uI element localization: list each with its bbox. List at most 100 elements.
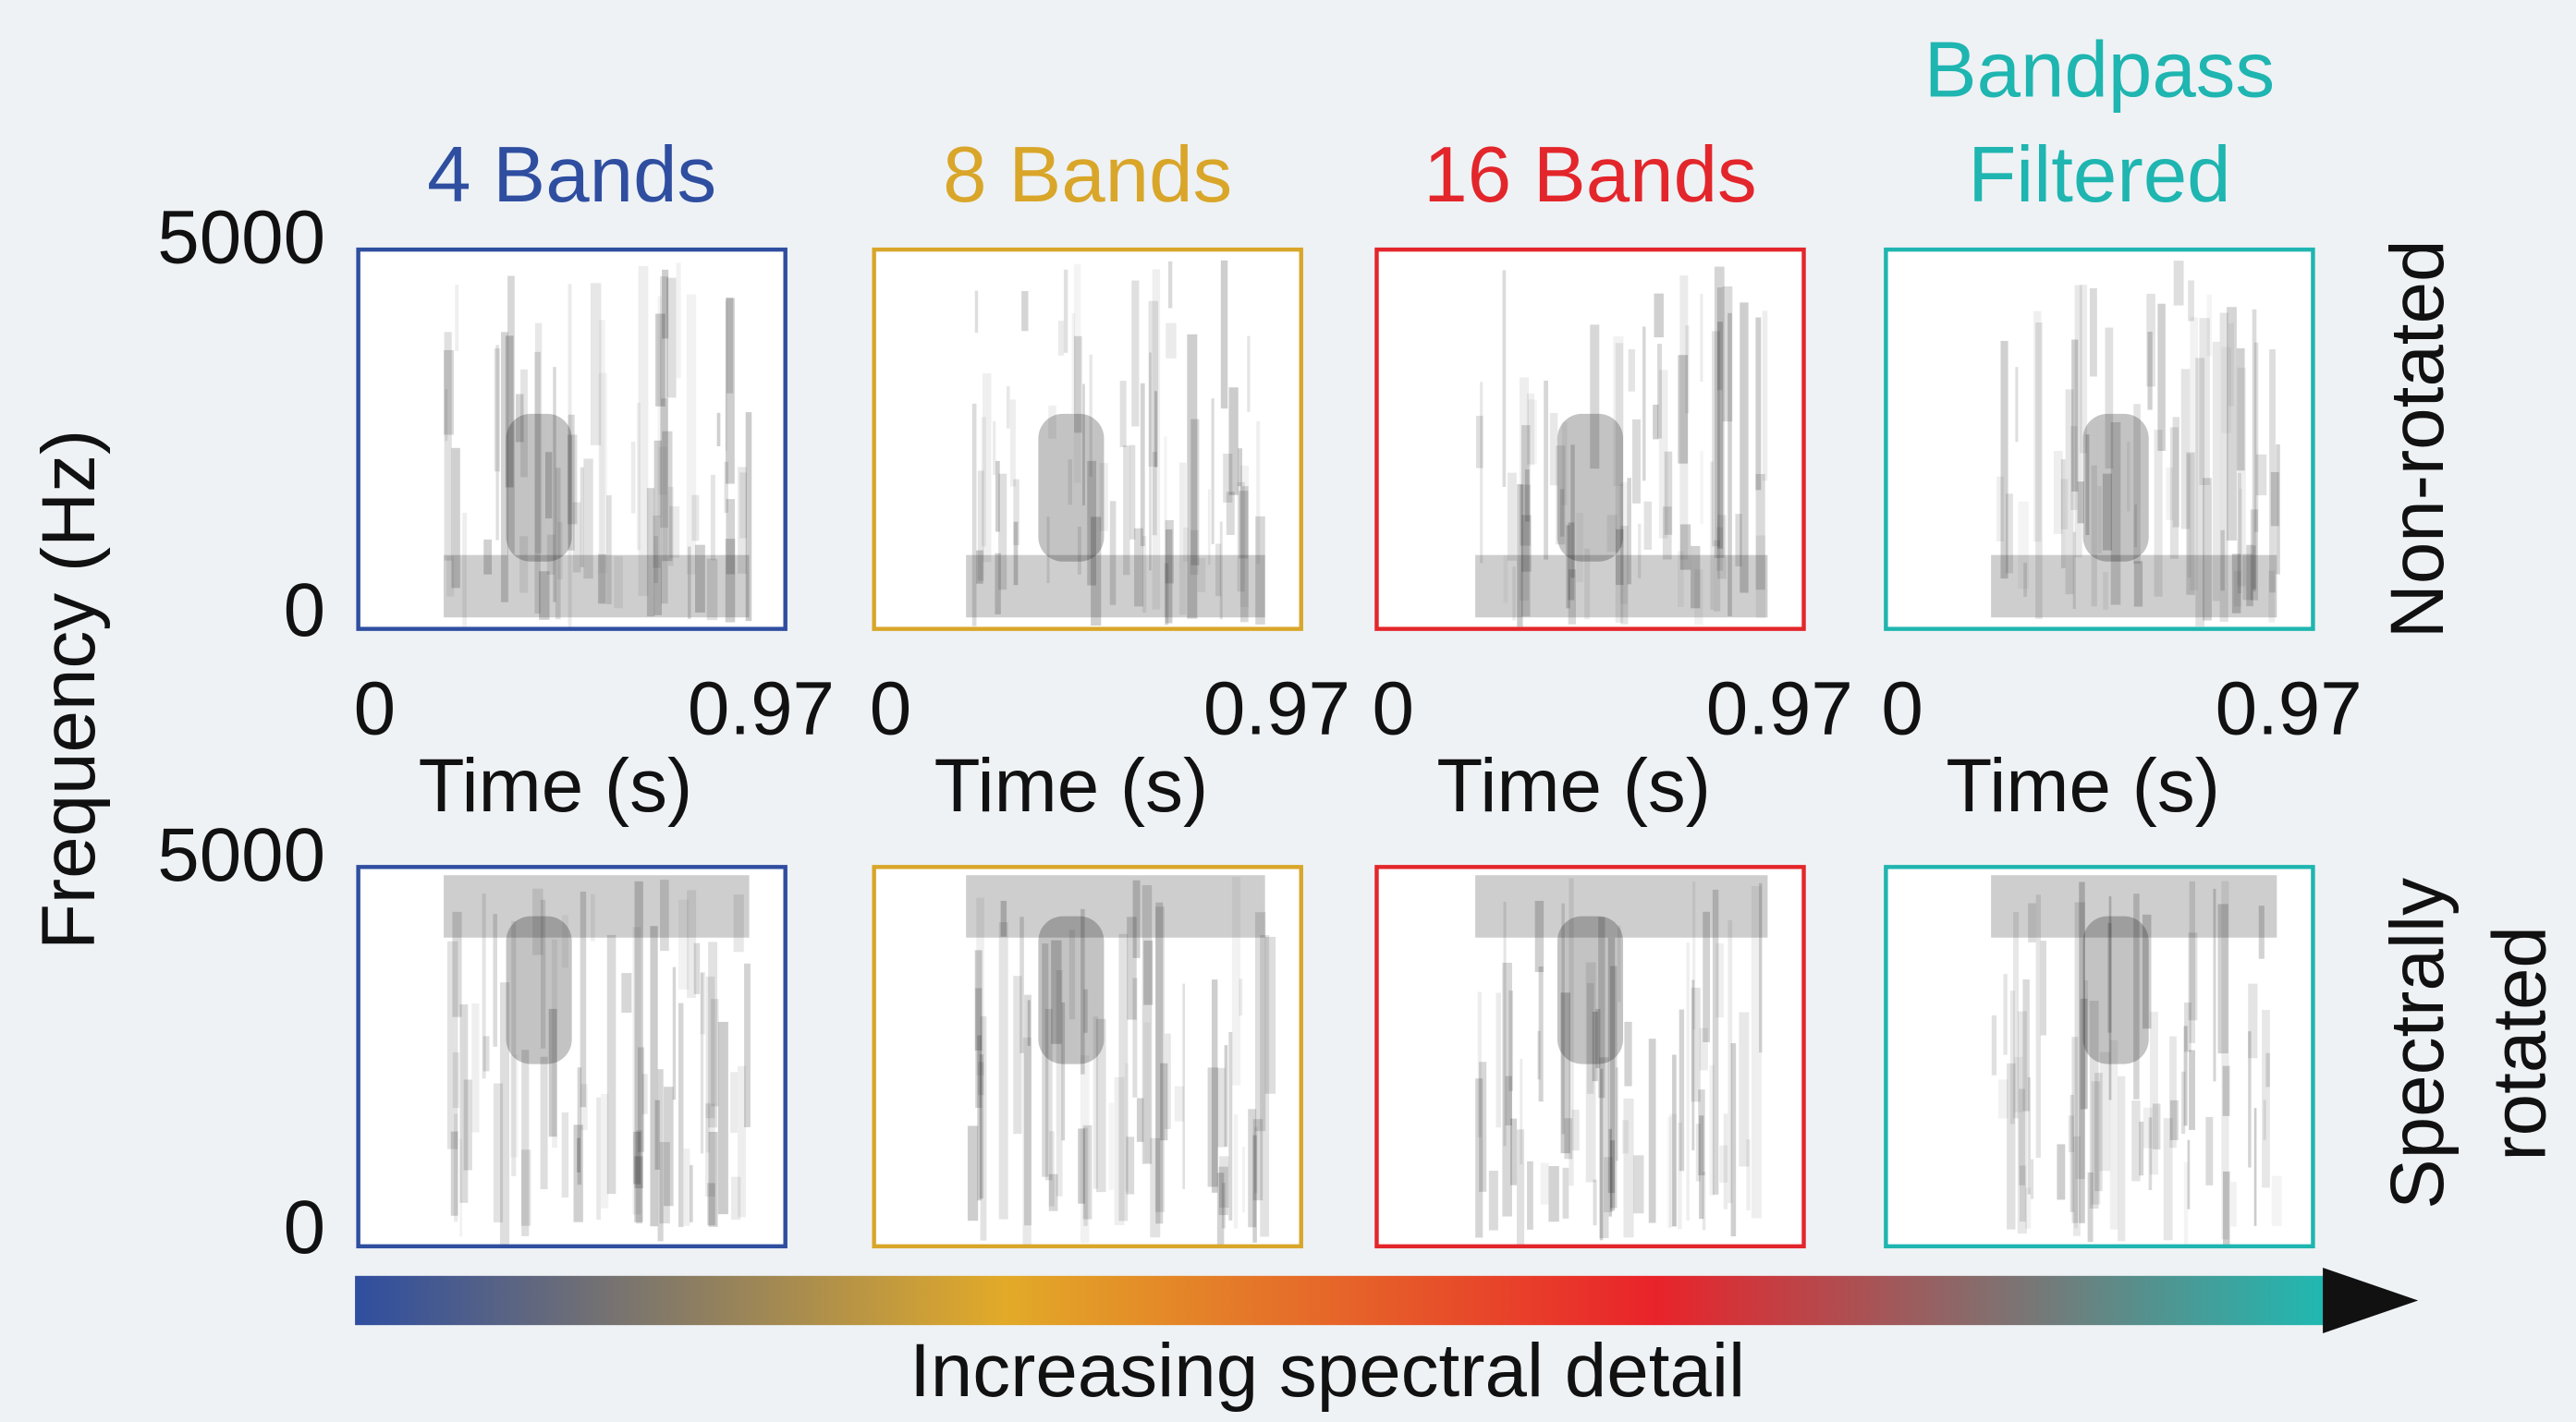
spectro-streak	[2131, 1100, 2140, 1181]
spectro-streak	[471, 1003, 479, 1133]
x-tick-label: 0.97	[2216, 667, 2362, 751]
spectro-streak	[978, 1062, 983, 1095]
spectro-streak	[541, 1057, 548, 1189]
spectro-blob	[507, 414, 572, 562]
spectro-streak	[1115, 1077, 1125, 1225]
spectro-streak	[1728, 920, 1732, 1203]
spectro-streak	[1219, 1167, 1228, 1215]
spectro-streak	[982, 417, 986, 546]
spectro-streak	[678, 1003, 683, 1227]
spectro-streak	[631, 442, 636, 513]
spectro-streak	[707, 1183, 714, 1225]
spectro-streak	[1234, 1114, 1239, 1229]
spectro-streak	[1642, 326, 1645, 480]
spectro-streak	[1700, 451, 1703, 524]
spectro-streak	[1510, 1119, 1517, 1185]
spectro-streak	[1633, 1155, 1643, 1213]
spectro-streak	[664, 1087, 674, 1206]
x-tick-label: 0	[1881, 667, 1923, 751]
spectro-streak	[2167, 468, 2174, 520]
spectro-streak	[1653, 405, 1658, 439]
spectro-blob	[2083, 917, 2149, 1064]
x-tick-label: 0.97	[1706, 667, 1853, 751]
spectro-streak	[1548, 1166, 1558, 1221]
spectro-streak	[455, 285, 458, 351]
spectro-streak	[2118, 1076, 2125, 1242]
x-axis-label: Time (s)	[1436, 744, 1711, 828]
spectro-streak	[2188, 280, 2194, 321]
spectro-streak	[1593, 1180, 1597, 1226]
spectro-streak	[445, 389, 447, 441]
spectro-streak	[1228, 1032, 1232, 1221]
spectro-streak	[2057, 1144, 2065, 1199]
spectro-streak	[621, 973, 631, 1013]
y-tick-label: 5000	[157, 196, 325, 280]
spectro-streak	[2031, 1160, 2033, 1199]
spectro-streak	[691, 495, 699, 541]
x-tick-label: 0	[354, 667, 396, 751]
spectro-streak	[2003, 974, 2007, 1054]
spectro-band	[1475, 875, 1767, 938]
spectro-streak	[1699, 1115, 1703, 1219]
spectro-blob	[1038, 917, 1104, 1064]
spectro-streak	[1217, 1068, 1226, 1148]
detail-gradient	[355, 1276, 2326, 1325]
spectro-streak	[1623, 1099, 1633, 1237]
spectro-streak	[2254, 343, 2259, 532]
spectro-streak	[1212, 979, 1217, 1193]
spectro-streak	[1129, 445, 1135, 540]
x-axis-label: Time (s)	[934, 744, 1209, 828]
figure: Frequency (Hz) Increasing spectral detai…	[0, 0, 2576, 1422]
spectro-streak	[1190, 419, 1199, 565]
spectro-streak	[1541, 1163, 1549, 1205]
spectro-streak	[2147, 332, 2152, 410]
spectro-streak	[1609, 1129, 1612, 1217]
spectro-streak	[1010, 399, 1016, 486]
spectro-streak	[1024, 995, 1032, 1226]
spectro-blob	[1557, 414, 1623, 562]
x-axis-label: Time (s)	[1946, 744, 2220, 828]
spectro-streak	[2157, 304, 2165, 451]
x-tick-label: 0	[870, 667, 911, 751]
spectro-streak	[1083, 1127, 1087, 1225]
spectro-streak	[2174, 261, 2184, 305]
spectro-streak	[2150, 1012, 2158, 1174]
spectro-streak	[2015, 367, 2018, 442]
spectro-streak	[1227, 492, 1235, 535]
spectro-streak	[1624, 1022, 1631, 1087]
spectro-streak	[1755, 318, 1761, 491]
spectrogram	[359, 249, 786, 629]
spectro-streak	[1141, 383, 1145, 546]
spectro-streak	[1166, 323, 1176, 359]
spectro-streak	[639, 266, 649, 596]
spectro-streak	[483, 1036, 490, 1071]
spectro-streak	[1247, 336, 1250, 412]
spectro-streak	[717, 413, 721, 446]
spectro-streak	[1212, 398, 1215, 544]
spectro-streak	[1155, 903, 1163, 1224]
spectro-streak	[1654, 294, 1663, 337]
spectro-streak	[1260, 935, 1269, 1236]
spectro-streak	[2264, 1100, 2266, 1139]
spectro-streak	[1131, 281, 1139, 427]
spectro-blob	[2083, 414, 2149, 562]
spectro-streak	[445, 332, 452, 560]
spectro-streak	[451, 1132, 458, 1216]
spectro-streak	[1763, 310, 1768, 480]
spectro-streak	[1049, 1174, 1058, 1211]
spectrogram	[359, 867, 786, 1246]
y-axis-label: Frequency (Hz)	[27, 430, 111, 950]
spectro-streak	[2262, 1010, 2270, 1187]
spectro-streak	[596, 1098, 601, 1220]
spectro-streak	[2094, 1073, 2103, 1191]
spectro-streak	[601, 1094, 608, 1209]
spectro-streak	[1182, 984, 1185, 1189]
spectro-streak	[1239, 978, 1242, 1015]
y-tick-label: 5000	[157, 813, 325, 897]
spectro-streak	[1663, 506, 1672, 559]
spectro-streak	[577, 1138, 580, 1173]
spectro-streak	[1723, 286, 1733, 421]
spectro-streak	[975, 950, 983, 1051]
spectro-streak	[1691, 979, 1694, 1149]
spectro-streak	[1154, 391, 1157, 467]
